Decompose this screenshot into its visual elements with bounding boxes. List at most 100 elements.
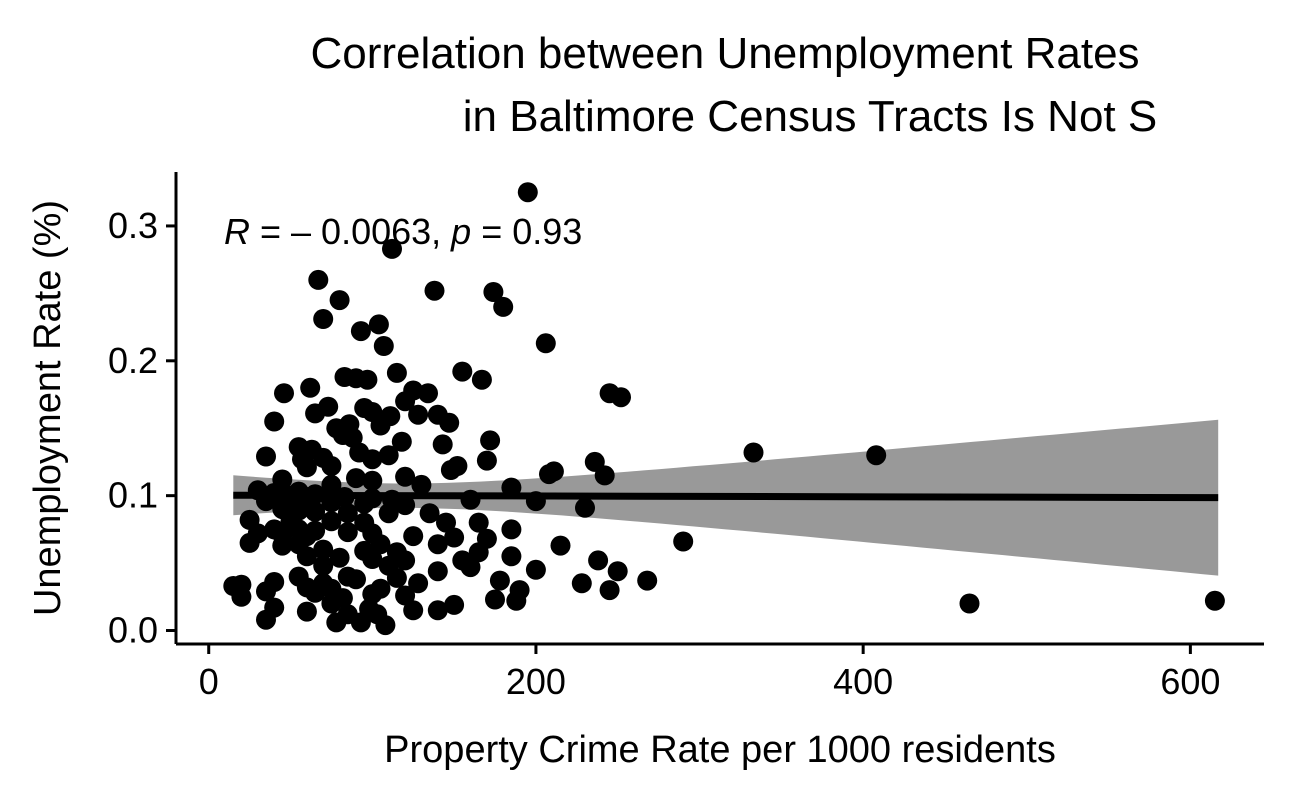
data-point bbox=[256, 581, 276, 602]
data-point bbox=[571, 573, 592, 594]
data-point bbox=[375, 615, 396, 636]
data-point bbox=[329, 290, 350, 311]
data-point bbox=[305, 501, 326, 522]
data-point bbox=[427, 561, 448, 582]
data-point bbox=[313, 555, 334, 576]
axes: 0.0 0.1 0.2 0.3 0 200 400 600 bbox=[108, 172, 1264, 702]
chart-title-line-1: Correlation between Unemployment Rates bbox=[310, 29, 1139, 78]
data-point bbox=[395, 550, 416, 571]
p-symbol: p bbox=[450, 211, 471, 252]
data-point bbox=[427, 600, 448, 621]
y-tick-label: 0.3 bbox=[108, 205, 158, 246]
x-tick-label: 0 bbox=[199, 661, 219, 702]
data-point bbox=[274, 383, 294, 404]
data-point bbox=[313, 309, 334, 329]
data-point bbox=[485, 589, 505, 610]
r-value: = – 0.0063, bbox=[250, 211, 451, 252]
chart-title: Correlation between Unemployment Rates i… bbox=[310, 29, 1157, 141]
data-point bbox=[594, 465, 615, 486]
data-point bbox=[471, 369, 492, 390]
data-point bbox=[452, 361, 473, 382]
data-point bbox=[517, 182, 538, 203]
x-tick-label: 600 bbox=[1160, 661, 1220, 702]
data-point bbox=[305, 582, 326, 603]
data-point bbox=[321, 511, 342, 532]
data-point bbox=[483, 282, 504, 302]
data-point bbox=[403, 600, 424, 621]
data-point bbox=[444, 527, 465, 548]
p-value: = 0.93 bbox=[471, 211, 582, 252]
data-point bbox=[419, 503, 440, 524]
x-axis-title: Property Crime Rate per 1000 residents bbox=[384, 729, 1056, 771]
data-point bbox=[395, 585, 416, 606]
data-point bbox=[439, 412, 460, 433]
y-axis-title: Unemployment Rate (%) bbox=[27, 200, 69, 616]
data-point bbox=[357, 369, 378, 390]
data-point bbox=[329, 547, 350, 568]
data-point bbox=[493, 296, 514, 317]
x-tick-label: 400 bbox=[833, 661, 893, 702]
data-point bbox=[370, 534, 391, 555]
data-point bbox=[350, 321, 371, 342]
data-point bbox=[673, 531, 694, 552]
data-point bbox=[535, 333, 556, 354]
data-point bbox=[501, 519, 522, 540]
data-point bbox=[468, 542, 489, 563]
data-point bbox=[575, 497, 595, 518]
data-point bbox=[395, 391, 416, 412]
data-point bbox=[373, 336, 394, 356]
data-point bbox=[337, 522, 358, 543]
data-point bbox=[300, 377, 321, 398]
data-point bbox=[231, 586, 252, 607]
data-point bbox=[256, 609, 276, 630]
regression-line bbox=[233, 491, 1219, 502]
data-point bbox=[382, 238, 402, 259]
data-point bbox=[403, 526, 424, 547]
data-point bbox=[296, 601, 317, 622]
data-point bbox=[296, 457, 317, 478]
data-point bbox=[440, 460, 461, 480]
data-point bbox=[395, 466, 416, 487]
data-point bbox=[350, 612, 371, 633]
data-point bbox=[476, 450, 497, 471]
data-point bbox=[418, 383, 438, 404]
data-point bbox=[378, 445, 399, 466]
y-tick-label: 0.0 bbox=[108, 610, 158, 651]
data-point bbox=[427, 534, 448, 555]
x-axis-ticks: 0 200 400 600 bbox=[199, 644, 1220, 702]
data-point bbox=[362, 449, 383, 470]
data-point bbox=[866, 445, 887, 466]
data-point bbox=[337, 503, 358, 524]
data-point bbox=[272, 535, 293, 556]
data-point bbox=[489, 570, 510, 591]
correlation-annotation: R = – 0.0063, p = 0.93 bbox=[224, 211, 582, 252]
y-axis-ticks: 0.0 0.1 0.2 0.3 bbox=[108, 205, 176, 651]
data-point bbox=[308, 269, 329, 290]
data-point bbox=[550, 535, 571, 556]
data-point bbox=[743, 442, 764, 463]
data-point bbox=[305, 403, 326, 424]
x-tick-label: 200 bbox=[506, 661, 566, 702]
data-point bbox=[346, 569, 366, 590]
r-symbol: R bbox=[224, 211, 250, 252]
data-point bbox=[588, 550, 609, 571]
data-point bbox=[525, 559, 546, 580]
data-point bbox=[539, 464, 559, 485]
data-point bbox=[501, 546, 522, 567]
data-point bbox=[362, 549, 383, 569]
data-point bbox=[611, 387, 631, 408]
data-point bbox=[460, 557, 481, 578]
data-point bbox=[296, 546, 317, 567]
data-point bbox=[326, 612, 347, 633]
data-point bbox=[408, 573, 429, 594]
plot-area bbox=[223, 182, 1225, 636]
data-point bbox=[321, 474, 342, 495]
data-point bbox=[386, 362, 407, 383]
data-point bbox=[506, 590, 527, 611]
data-point bbox=[386, 567, 407, 588]
data-point bbox=[368, 314, 389, 335]
data-point bbox=[321, 593, 342, 614]
data-point bbox=[424, 280, 445, 301]
data-point bbox=[408, 404, 429, 425]
